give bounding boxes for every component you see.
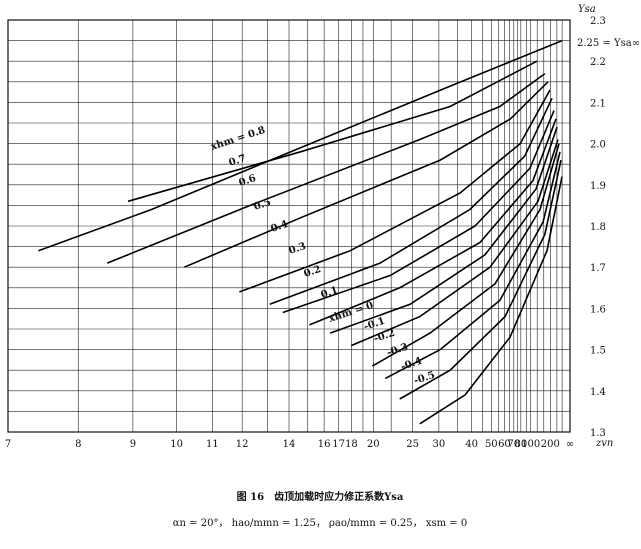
x-tick-label: 16 — [318, 439, 331, 450]
y-tick-label: 2.1 — [590, 98, 606, 109]
x-tick-label: 8 — [75, 439, 81, 450]
curve — [127, 60, 538, 203]
curve — [38, 39, 563, 252]
x-tick-label: 60 — [498, 439, 511, 450]
y-tick-label: 1.6 — [590, 304, 606, 315]
y-tick-label: 2.2 — [590, 57, 606, 68]
x-tick-label: 50 — [485, 439, 498, 450]
x-tick-label: 11 — [206, 439, 219, 450]
curve-label: 0.2 — [303, 264, 323, 280]
x-tick-label: 200 — [541, 439, 560, 450]
curve — [419, 176, 563, 425]
x-tick-label: 9 — [130, 439, 136, 450]
caption: 图 16 齿顶加载时应力修正系数Ysa — [237, 490, 404, 503]
y-tick-label: 1.4 — [590, 387, 606, 398]
curve-label: 0.5 — [253, 197, 273, 213]
curve-label: 0.4 — [270, 219, 290, 235]
curve-label: 0.3 — [288, 241, 308, 257]
x-tick-label: 20 — [367, 439, 380, 450]
y-tick-label: 1.9 — [590, 181, 606, 192]
x-tick-label: 100 — [521, 439, 540, 450]
x-tick-label: ∞ — [566, 439, 574, 450]
x-tick-label: 40 — [465, 439, 478, 450]
x-tick-label: 10 — [170, 439, 183, 450]
annotation: 2.25 = Ysa∞ — [577, 38, 640, 49]
y-tick-label: 1.7 — [590, 263, 606, 274]
curve-label: 0.6 — [238, 173, 258, 189]
curve-label: 0.7 — [228, 153, 248, 169]
curve — [399, 159, 562, 400]
x-axis-label: zvn — [595, 438, 613, 449]
plot-frame — [7, 19, 571, 433]
x-tick-label: 14 — [283, 439, 296, 450]
curve — [183, 81, 549, 268]
curve-label: -0.3 — [386, 342, 410, 359]
y-tick-label: 1.5 — [590, 346, 606, 357]
curve-label: -0.2 — [373, 328, 397, 345]
curve — [329, 126, 558, 334]
curve — [384, 151, 561, 380]
y-tick-label: 2.0 — [590, 140, 606, 151]
curve — [282, 110, 555, 314]
x-tick-label: 12 — [236, 439, 249, 450]
curve — [269, 97, 553, 306]
y-tick-label: 1.8 — [590, 222, 606, 233]
x-tick-label: 7 — [5, 439, 11, 450]
x-tick-label: 18 — [345, 439, 358, 450]
curve — [309, 118, 557, 326]
x-tick-label: 80 — [514, 439, 527, 450]
x-tick-label: 30 — [432, 439, 445, 450]
curve — [106, 72, 546, 264]
curve-label: xhm = 0.8 — [210, 125, 267, 153]
y-axis-label: Ysa — [578, 4, 596, 15]
curve-label: 0.1 — [320, 285, 340, 301]
x-tick-label: 70 — [507, 439, 520, 450]
curve — [371, 143, 560, 367]
subcaption: αn = 20°， hao/mmn = 1.25， ρao/mmn = 0.25… — [173, 518, 467, 529]
y-tick-label: 1.3 — [590, 428, 606, 439]
y-tick-label: 2.3 — [590, 16, 606, 27]
x-tick-label: 17 — [332, 439, 345, 450]
curve — [239, 89, 551, 293]
x-tick-label: 25 — [406, 439, 419, 450]
curve — [351, 139, 559, 347]
